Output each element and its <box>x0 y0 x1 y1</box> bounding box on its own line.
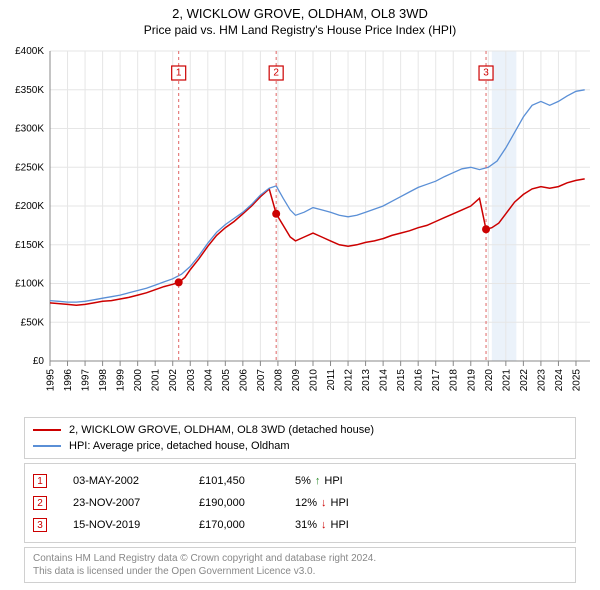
svg-text:2020: 2020 <box>484 369 495 392</box>
sale-diff-vs: HPI <box>331 519 349 531</box>
svg-text:2004: 2004 <box>203 369 214 392</box>
sale-diff-vs: HPI <box>331 497 349 509</box>
svg-text:2006: 2006 <box>238 369 249 392</box>
svg-text:2007: 2007 <box>256 369 267 392</box>
svg-text:2022: 2022 <box>519 369 530 392</box>
svg-text:2003: 2003 <box>186 369 197 392</box>
svg-text:3: 3 <box>483 68 489 79</box>
svg-text:1997: 1997 <box>81 369 92 392</box>
svg-text:2011: 2011 <box>326 369 337 391</box>
sale-marker-1: 1 <box>33 474 47 488</box>
sale-diff: 31% ↓ HPI <box>295 519 349 531</box>
sale-row: 1 03-MAY-2002 £101,450 5% ↑ HPI <box>33 470 567 492</box>
svg-text:1: 1 <box>176 68 182 79</box>
sale-date: 03-MAY-2002 <box>73 475 183 487</box>
chart-plot-area: £0 £50K £100K £150K £200K £250K £300K £350K £400… <box>0 41 600 411</box>
svg-text:2001: 2001 <box>151 369 162 392</box>
legend-item: HPI: Average price, detached house, Oldh… <box>33 438 567 454</box>
svg-text:1995: 1995 <box>46 369 57 392</box>
legend-swatch <box>33 429 61 431</box>
svg-text:£150K: £150K <box>15 240 44 251</box>
svg-text:2018: 2018 <box>449 369 460 392</box>
svg-text:1996: 1996 <box>63 369 74 392</box>
sale-diff: 5% ↑ HPI <box>295 475 343 487</box>
svg-text:2013: 2013 <box>361 369 372 392</box>
sale-price: £190,000 <box>199 497 279 509</box>
line-chart: £0 £50K £100K £150K £200K £250K £300K £350K £400… <box>0 41 600 411</box>
arrow-down-icon: ↓ <box>321 519 327 531</box>
svg-text:1998: 1998 <box>98 369 109 392</box>
legend-swatch <box>33 445 61 447</box>
svg-text:2005: 2005 <box>221 369 232 392</box>
svg-text:2012: 2012 <box>344 369 355 392</box>
svg-text:£300K: £300K <box>15 124 44 135</box>
svg-text:£350K: £350K <box>15 85 44 96</box>
svg-text:2009: 2009 <box>291 369 302 392</box>
svg-text:2000: 2000 <box>133 369 144 392</box>
sale-price: £101,450 <box>199 475 279 487</box>
sale-price: £170,000 <box>199 519 279 531</box>
svg-text:£50K: £50K <box>21 317 45 328</box>
legend: 2, WICKLOW GROVE, OLDHAM, OL8 3WD (detac… <box>24 417 576 459</box>
svg-text:£100K: £100K <box>15 279 44 290</box>
svg-text:2024: 2024 <box>554 369 565 392</box>
chart-title: 2, WICKLOW GROVE, OLDHAM, OL8 3WD <box>0 0 600 21</box>
legend-label: 2, WICKLOW GROVE, OLDHAM, OL8 3WD (detac… <box>69 424 374 436</box>
legend-item: 2, WICKLOW GROVE, OLDHAM, OL8 3WD (detac… <box>33 422 567 438</box>
svg-text:2002: 2002 <box>168 369 179 392</box>
sale-marker-3: 3 <box>33 518 47 532</box>
svg-text:2025: 2025 <box>571 369 582 392</box>
svg-text:2017: 2017 <box>431 369 442 392</box>
svg-text:£400K: £400K <box>15 46 44 57</box>
sale-diff: 12% ↓ HPI <box>295 497 349 509</box>
sale-row: 3 15-NOV-2019 £170,000 31% ↓ HPI <box>33 514 567 536</box>
chart-subtitle: Price paid vs. HM Land Registry's House … <box>0 21 600 41</box>
svg-text:2014: 2014 <box>379 369 390 392</box>
chart-container: 2, WICKLOW GROVE, OLDHAM, OL8 3WD Price … <box>0 0 600 590</box>
sale-diff-pct: 5% <box>295 475 311 487</box>
legend-label: HPI: Average price, detached house, Oldh… <box>69 440 290 452</box>
sale-date: 15-NOV-2019 <box>73 519 183 531</box>
attribution-line: Contains HM Land Registry data © Crown c… <box>33 552 567 565</box>
svg-text:2015: 2015 <box>396 369 407 392</box>
attribution: Contains HM Land Registry data © Crown c… <box>24 547 576 583</box>
svg-text:1999: 1999 <box>116 369 127 392</box>
arrow-down-icon: ↓ <box>321 497 327 509</box>
svg-text:2: 2 <box>273 68 279 79</box>
svg-text:£0: £0 <box>33 356 45 367</box>
sales-table: 1 03-MAY-2002 £101,450 5% ↑ HPI 2 23-NOV… <box>24 463 576 543</box>
svg-text:2019: 2019 <box>466 369 477 392</box>
sale-diff-pct: 31% <box>295 519 317 531</box>
sale-diff-pct: 12% <box>295 497 317 509</box>
sale-marker-2: 2 <box>33 496 47 510</box>
svg-text:£200K: £200K <box>15 201 44 212</box>
svg-text:2010: 2010 <box>308 369 319 392</box>
svg-text:2008: 2008 <box>273 369 284 392</box>
attribution-line: This data is licensed under the Open Gov… <box>33 565 567 578</box>
sale-diff-vs: HPI <box>324 475 342 487</box>
sale-date: 23-NOV-2007 <box>73 497 183 509</box>
svg-text:2023: 2023 <box>536 369 547 392</box>
svg-text:2021: 2021 <box>501 369 512 392</box>
arrow-up-icon: ↑ <box>315 475 321 487</box>
svg-text:£250K: £250K <box>15 162 44 173</box>
sale-row: 2 23-NOV-2007 £190,000 12% ↓ HPI <box>33 492 567 514</box>
svg-text:2016: 2016 <box>414 369 425 392</box>
